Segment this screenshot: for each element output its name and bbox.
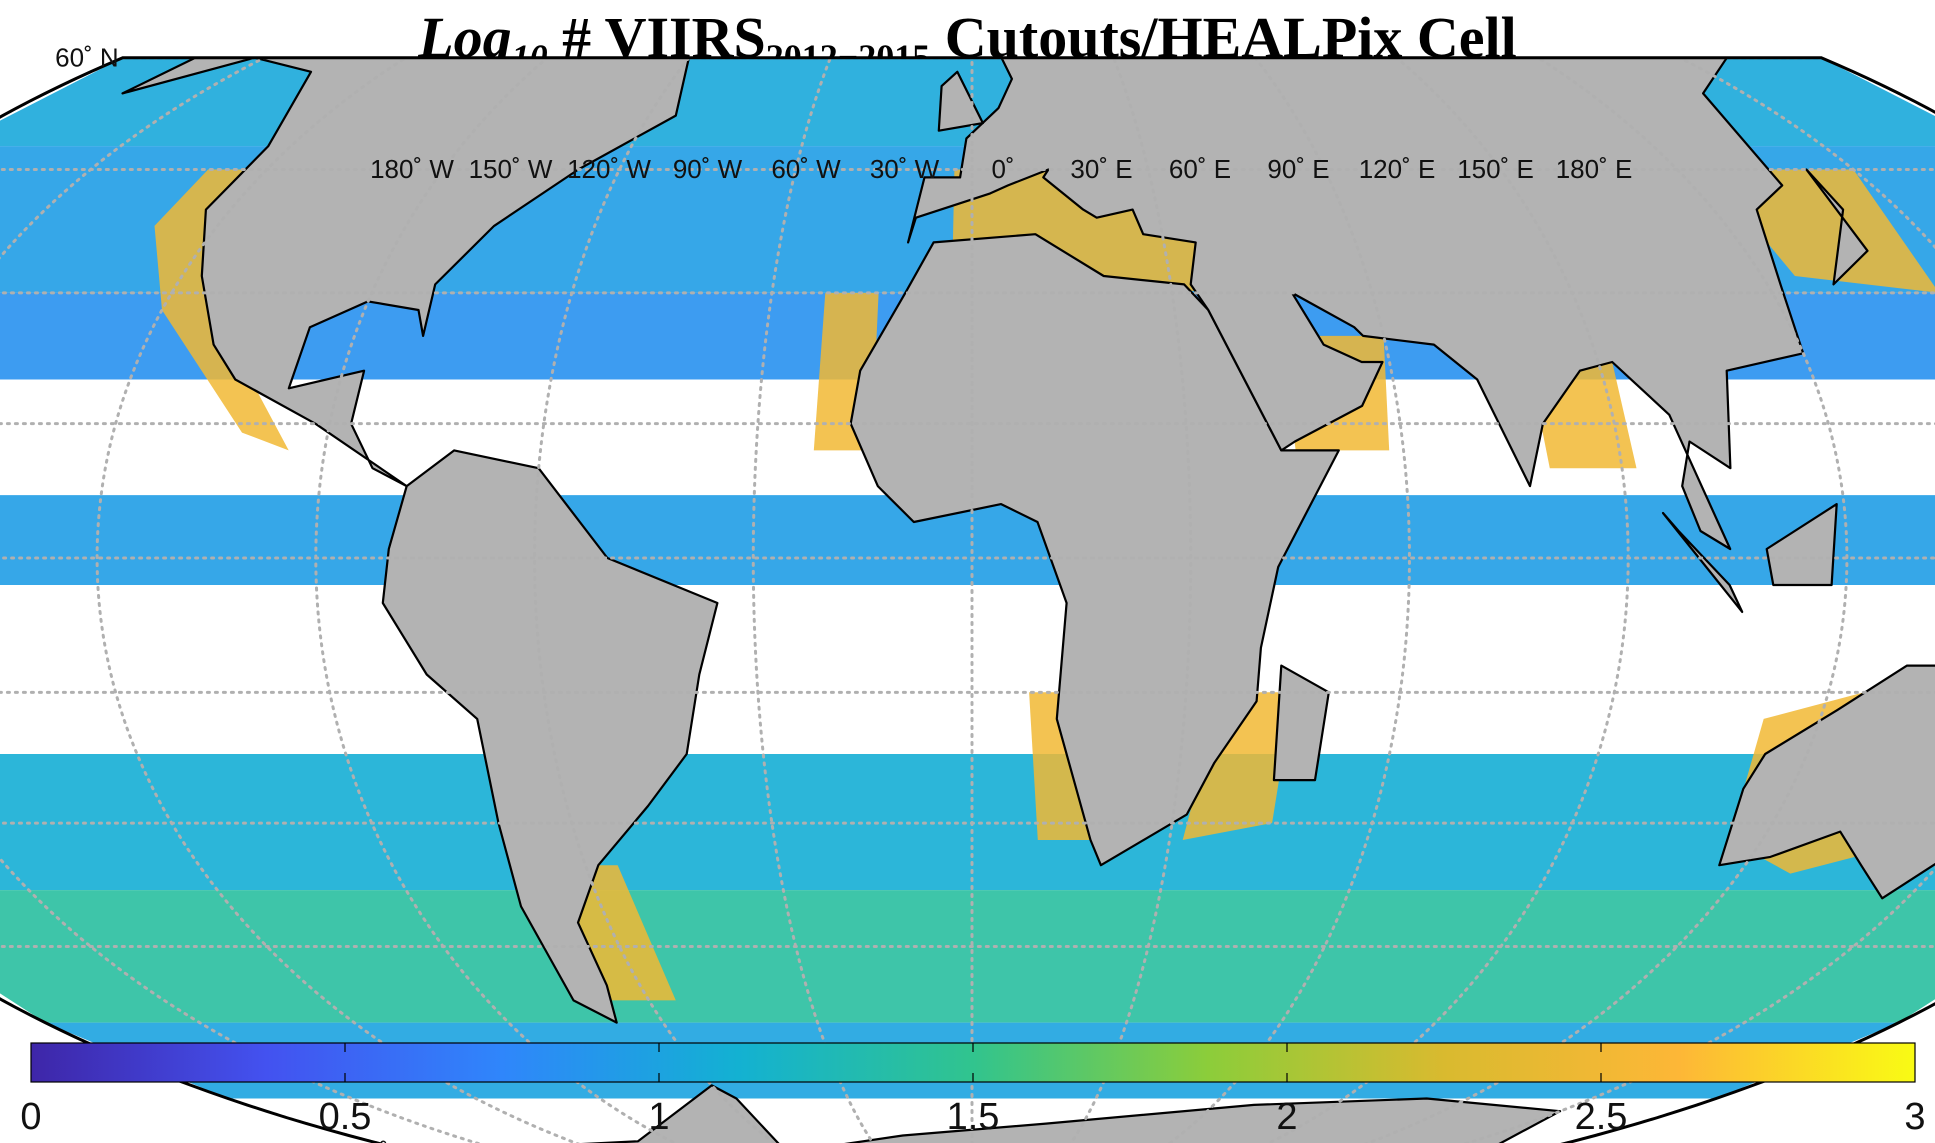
landmass: [489, 1084, 1562, 1143]
lon-labels: 180˚ W 150˚ W 120˚ W 90˚ W 60˚ W 30˚ W 0˚ 30˚ E…: [370, 154, 1632, 184]
map-frame: [0, 56, 1935, 1143]
lon-label: 120˚ E: [1359, 154, 1436, 184]
lat-label: 60˚ N: [55, 43, 119, 73]
lon-label: 150˚ W: [469, 154, 553, 184]
colorbar-tick-label: 1: [648, 1096, 669, 1138]
lon-label: 150˚ E: [1457, 154, 1534, 184]
landmass: [1805, 168, 1869, 286]
landmass: [907, 57, 1805, 551]
lat-label: 75˚ S: [351, 1138, 413, 1143]
landmass: [1661, 511, 1744, 613]
landmass: [937, 70, 984, 132]
meridian-line: [95, 57, 604, 1143]
colorbar-tick-label: 2: [1276, 1096, 1297, 1138]
meridian-line: [1248, 57, 1630, 1143]
colorbar-tick-label: 0.5: [319, 1096, 372, 1138]
lon-label: 60˚ E: [1169, 154, 1231, 184]
colorbar-tick-label: 2.5: [1575, 1096, 1628, 1138]
landmass: [121, 57, 690, 488]
meridian-line: [1433, 57, 1935, 1143]
landmass: [1718, 655, 1935, 900]
lon-label: 90˚ W: [673, 154, 743, 184]
colorbar-ticks: 0 0.5 1 1.5 2 2.5 3: [20, 1043, 1926, 1138]
lon-label: 30˚ E: [1070, 154, 1132, 184]
density-hotspot: [1182, 692, 1294, 840]
lon-label: 30˚ W: [870, 154, 940, 184]
meridian-line: [1063, 57, 1193, 1143]
meridian-line: [314, 57, 696, 1143]
colorbar-tick-label: 0: [20, 1096, 41, 1138]
colorbar-tick-label: 3: [1904, 1096, 1925, 1138]
lon-label: 90˚ E: [1267, 154, 1329, 184]
lon-label: 0˚: [991, 154, 1014, 184]
lon-label: 180˚ W: [370, 154, 454, 184]
meridian-line: [1155, 57, 1411, 1143]
meridian-line: [533, 57, 789, 1143]
density-band: [0, 890, 1935, 1023]
meridian-line: [1340, 57, 1849, 1143]
meridian-line: [0, 57, 511, 1143]
lon-label: 60˚ W: [771, 154, 841, 184]
landmass: [1765, 503, 1838, 587]
lon-label: 120˚ W: [567, 154, 651, 184]
colorbar-tick-label: 1.5: [947, 1096, 1000, 1138]
lon-label: 180˚ E: [1556, 154, 1633, 184]
meridian-line: [751, 57, 881, 1143]
landmass: [1272, 664, 1330, 782]
